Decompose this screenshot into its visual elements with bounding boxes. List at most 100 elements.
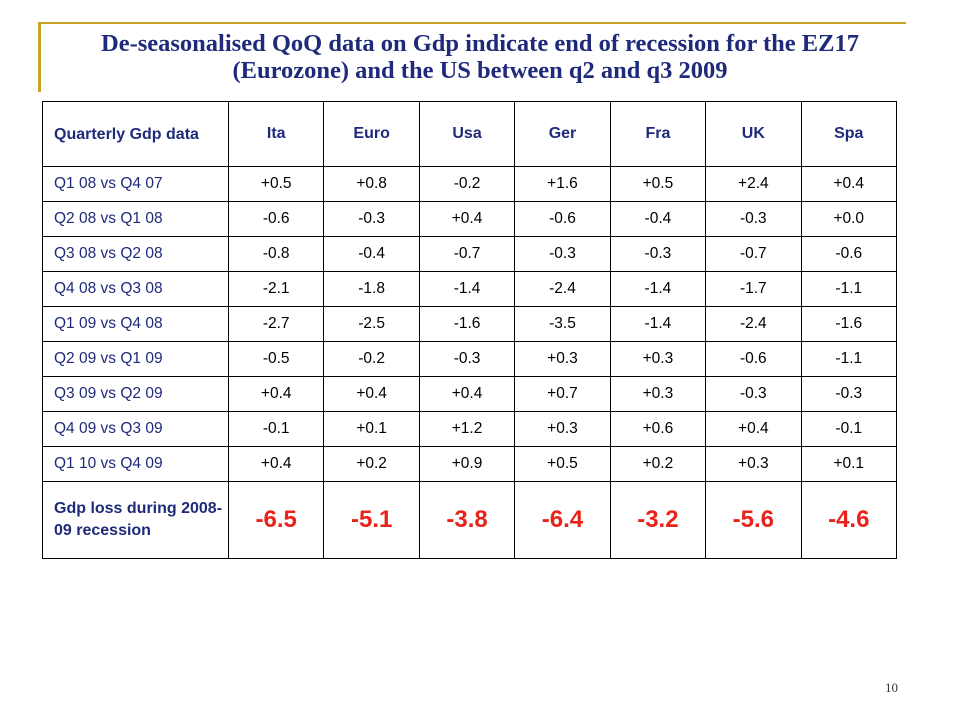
cell-ger: -3.5 bbox=[514, 306, 611, 342]
cell-ita: -0.1 bbox=[227, 411, 325, 447]
row-label: Q3 08 vs Q2 08 bbox=[42, 236, 229, 272]
cell-usa: -1.4 bbox=[418, 271, 516, 307]
table-row: Q4 09 vs Q3 09 -0.1 +0.1 +1.2 +0.3 +0.6 +0.4 -0… bbox=[42, 411, 898, 447]
table-row: Q3 09 vs Q2 09 +0.4 +0.4 +0.4 +0.7 +0.3 -0.3 -0… bbox=[42, 376, 898, 412]
cell-fra: +0.5 bbox=[609, 166, 707, 202]
cell-euro: +0.4 bbox=[323, 376, 420, 412]
cell-ita: +0.4 bbox=[227, 446, 325, 482]
cell-ita: -0.5 bbox=[227, 341, 325, 377]
cell-fra: +0.3 bbox=[609, 376, 707, 412]
cell-uk: -2.4 bbox=[705, 306, 802, 342]
row-label: Q4 09 vs Q3 09 bbox=[42, 411, 229, 447]
cell-usa: -0.3 bbox=[418, 341, 516, 377]
cell-euro: -2.5 bbox=[323, 306, 420, 342]
header-cell-fra: Fra bbox=[609, 101, 707, 167]
cell-fra: +0.6 bbox=[609, 411, 707, 447]
cell-euro: -0.4 bbox=[323, 236, 420, 272]
total-value-euro: -5.1 bbox=[323, 481, 420, 559]
table-header-row: Quarterly Gdp data Ita Euro Usa Ger Fra … bbox=[42, 101, 898, 167]
table-row: Q2 08 vs Q1 08 -0.6 -0.3 +0.4 -0.6 -0.4 -0.3 +0… bbox=[42, 201, 898, 237]
cell-ger: -0.6 bbox=[514, 201, 611, 237]
cell-ger: +0.5 bbox=[514, 446, 611, 482]
cell-euro: +0.8 bbox=[323, 166, 420, 202]
table-row: Q2 09 vs Q1 09 -0.5 -0.2 -0.3 +0.3 +0.3 -0.6 -1… bbox=[42, 341, 898, 377]
cell-uk: +0.3 bbox=[705, 446, 802, 482]
cell-uk: -0.6 bbox=[705, 341, 802, 377]
cell-ger: -2.4 bbox=[514, 271, 611, 307]
cell-spa: -1.6 bbox=[800, 306, 898, 342]
cell-fra: -1.4 bbox=[609, 306, 707, 342]
slide-title: De-seasonalised QoQ data on Gdp indicate… bbox=[101, 30, 859, 84]
total-value-uk: -5.6 bbox=[705, 481, 802, 559]
cell-uk: -0.3 bbox=[705, 376, 802, 412]
row-label: Q1 10 vs Q4 09 bbox=[42, 446, 229, 482]
cell-ger: +0.3 bbox=[514, 341, 611, 377]
total-row: Gdp loss during 2008-09 recession -6.5 -… bbox=[42, 481, 898, 559]
cell-fra: -0.4 bbox=[609, 201, 707, 237]
cell-usa: +0.4 bbox=[418, 376, 516, 412]
cell-ita: -0.8 bbox=[227, 236, 325, 272]
cell-ita: -0.6 bbox=[227, 201, 325, 237]
cell-spa: +0.1 bbox=[800, 446, 898, 482]
cell-euro: -0.2 bbox=[323, 341, 420, 377]
cell-ger: +1.6 bbox=[514, 166, 611, 202]
total-row-label: Gdp loss during 2008-09 recession bbox=[42, 481, 229, 559]
header-cell-uk: UK bbox=[705, 101, 802, 167]
cell-ger: +0.3 bbox=[514, 411, 611, 447]
total-value-usa: -3.8 bbox=[418, 481, 516, 559]
total-value-fra: -3.2 bbox=[609, 481, 707, 559]
cell-uk: +2.4 bbox=[705, 166, 802, 202]
row-label: Q2 09 vs Q1 09 bbox=[42, 341, 229, 377]
cell-spa: -0.1 bbox=[800, 411, 898, 447]
cell-euro: -0.3 bbox=[323, 201, 420, 237]
cell-euro: +0.1 bbox=[323, 411, 420, 447]
cell-uk: +0.4 bbox=[705, 411, 802, 447]
cell-ita: +0.5 bbox=[227, 166, 325, 202]
cell-spa: +0.0 bbox=[800, 201, 898, 237]
cell-fra: -1.4 bbox=[609, 271, 707, 307]
cell-spa: +0.4 bbox=[800, 166, 898, 202]
cell-usa: +1.2 bbox=[418, 411, 516, 447]
row-label: Q1 09 vs Q4 08 bbox=[42, 306, 229, 342]
table-row: Q1 09 vs Q4 08 -2.7 -2.5 -1.6 -3.5 -1.4 -2.4 -1… bbox=[42, 306, 898, 342]
table-row: Q4 08 vs Q3 08 -2.1 -1.8 -1.4 -2.4 -1.4 -1.7 -1… bbox=[42, 271, 898, 307]
cell-uk: -1.7 bbox=[705, 271, 802, 307]
left-accent-rule bbox=[38, 22, 41, 92]
cell-euro: +0.2 bbox=[323, 446, 420, 482]
header-cell-spa: Spa bbox=[800, 101, 898, 167]
cell-spa: -0.3 bbox=[800, 376, 898, 412]
header-cell-ger: Ger bbox=[514, 101, 611, 167]
header-cell-usa: Usa bbox=[418, 101, 516, 167]
cell-ita: +0.4 bbox=[227, 376, 325, 412]
cell-usa: +0.9 bbox=[418, 446, 516, 482]
cell-usa: +0.4 bbox=[418, 201, 516, 237]
cell-fra: +0.2 bbox=[609, 446, 707, 482]
cell-fra: +0.3 bbox=[609, 341, 707, 377]
cell-usa: -0.2 bbox=[418, 166, 516, 202]
cell-spa: -1.1 bbox=[800, 341, 898, 377]
page-number: 10 bbox=[885, 680, 898, 695]
cell-spa: -0.6 bbox=[800, 236, 898, 272]
top-accent-rule bbox=[40, 22, 906, 24]
row-label: Q2 08 vs Q1 08 bbox=[42, 201, 229, 237]
table-row: Q3 08 vs Q2 08 -0.8 -0.4 -0.7 -0.3 -0.3 -0.7 -0… bbox=[42, 236, 898, 272]
cell-uk: -0.7 bbox=[705, 236, 802, 272]
total-value-ita: -6.5 bbox=[227, 481, 325, 559]
header-cell-ita: Ita bbox=[227, 101, 325, 167]
cell-euro: -1.8 bbox=[323, 271, 420, 307]
row-label: Q1 08 vs Q4 07 bbox=[42, 166, 229, 202]
row-label: Q3 09 vs Q2 09 bbox=[42, 376, 229, 412]
cell-ita: -2.7 bbox=[227, 306, 325, 342]
gdp-table: Quarterly Gdp data Ita Euro Usa Ger Fra … bbox=[42, 101, 898, 559]
table-row: Q1 10 vs Q4 09 +0.4 +0.2 +0.9 +0.5 +0.2 +0.3 +0… bbox=[42, 446, 898, 482]
header-cell-label: Quarterly Gdp data bbox=[42, 101, 229, 167]
header-cell-euro: Euro bbox=[323, 101, 420, 167]
total-value-spa: -4.6 bbox=[800, 481, 898, 559]
cell-usa: -0.7 bbox=[418, 236, 516, 272]
cell-ita: -2.1 bbox=[227, 271, 325, 307]
cell-usa: -1.6 bbox=[418, 306, 516, 342]
cell-spa: -1.1 bbox=[800, 271, 898, 307]
cell-ger: +0.7 bbox=[514, 376, 611, 412]
cell-uk: -0.3 bbox=[705, 201, 802, 237]
cell-fra: -0.3 bbox=[609, 236, 707, 272]
